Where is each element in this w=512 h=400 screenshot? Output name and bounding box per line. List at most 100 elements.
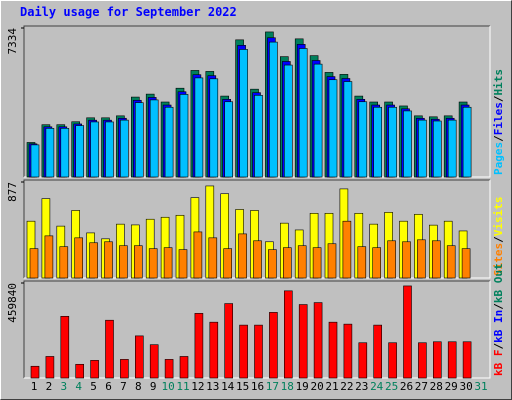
x-tick-label: 16	[251, 380, 264, 393]
bar	[120, 119, 129, 178]
x-tick-label: 27	[415, 380, 428, 393]
bar	[194, 313, 204, 379]
x-tick-label: 10	[161, 380, 174, 393]
bar	[461, 248, 471, 279]
bar	[388, 342, 397, 379]
panel-shadow	[23, 25, 490, 177]
bar	[105, 121, 114, 178]
bar	[179, 94, 189, 178]
bar	[149, 99, 159, 178]
x-tick-label: 7	[120, 380, 127, 393]
bar	[90, 360, 99, 379]
bar	[224, 303, 233, 379]
y-tick-label: 459840	[6, 283, 19, 323]
y-tick-label: 7334	[6, 28, 19, 55]
bar	[358, 342, 368, 379]
bar	[45, 128, 55, 178]
bar	[60, 128, 70, 178]
bar	[90, 121, 99, 178]
legend-separator: /	[492, 236, 505, 243]
bar	[313, 302, 323, 379]
legend-separator: /	[492, 95, 505, 102]
bar	[297, 245, 307, 279]
bar	[328, 79, 338, 178]
panel-light	[24, 281, 491, 379]
bar	[387, 240, 396, 279]
x-tick-label: 4	[75, 380, 82, 393]
bar	[209, 78, 219, 178]
bar	[328, 321, 338, 379]
legend-separator: /	[492, 303, 505, 310]
legend-entry: Files	[492, 102, 505, 135]
legend-entry: Pages	[492, 142, 505, 175]
x-tick-label: 17	[266, 380, 279, 393]
bar	[239, 49, 248, 178]
bar	[148, 248, 158, 279]
x-tick-label: 9	[150, 380, 157, 393]
bar	[223, 248, 232, 279]
x-tick-label: 1	[31, 380, 38, 393]
legend-entry: kB F	[492, 350, 505, 377]
x-tick-label: 21	[325, 380, 338, 393]
legend: Pages/Files/Hits	[492, 69, 505, 175]
legend-entry: kB In	[492, 310, 505, 343]
x-tick-label: 12	[191, 380, 204, 393]
legend-entry: Hits	[492, 69, 505, 96]
bar	[179, 356, 189, 379]
legend-entry: Visits	[492, 197, 505, 237]
bar	[45, 356, 55, 379]
bar	[298, 304, 308, 379]
bar	[89, 242, 98, 279]
x-tick-label: 28	[430, 380, 443, 393]
bar	[44, 235, 54, 279]
bar	[312, 247, 322, 279]
bar	[134, 245, 143, 279]
bar	[298, 48, 308, 178]
x-tick-label: 31	[474, 380, 487, 393]
x-tick-label: 5	[90, 380, 97, 393]
bar	[357, 246, 367, 279]
x-tick-label: 20	[310, 380, 323, 393]
legend: Sites/Visits	[492, 197, 505, 277]
bar	[313, 63, 323, 178]
legend-separator: /	[492, 343, 505, 350]
panel-shadow	[23, 280, 490, 378]
bar	[431, 240, 441, 279]
x-tick-label: 19	[296, 380, 309, 393]
x-tick-label: 22	[340, 380, 353, 393]
legend: kB F/kB In/kB Out	[492, 263, 505, 376]
legend-entry: kB Out	[492, 263, 505, 303]
y-tick-label: 877	[6, 182, 19, 202]
bar	[418, 342, 427, 379]
bar	[193, 231, 203, 279]
bar	[268, 249, 277, 279]
bar	[446, 245, 456, 279]
x-tick-label: 8	[135, 380, 142, 393]
x-tick-label: 6	[105, 380, 112, 393]
bar	[164, 106, 174, 178]
bar	[447, 341, 457, 379]
bar	[283, 64, 293, 178]
x-tick-label: 24	[370, 380, 384, 393]
bar	[105, 319, 114, 379]
bar	[120, 359, 129, 379]
bar	[269, 41, 278, 178]
x-tick-label: 30	[459, 380, 472, 393]
bar	[149, 344, 159, 379]
x-tick-label: 3	[60, 380, 67, 393]
bar	[135, 335, 144, 379]
bar	[402, 241, 411, 279]
bar	[403, 110, 412, 178]
bar	[239, 324, 248, 379]
bar	[208, 237, 218, 279]
bar	[75, 363, 84, 379]
bar	[372, 247, 382, 279]
bar	[358, 101, 368, 178]
bar	[104, 241, 113, 279]
bar	[342, 220, 352, 279]
bar	[447, 119, 457, 178]
legend-separator: /	[492, 135, 505, 142]
bar	[462, 341, 472, 379]
x-tick-label: 25	[385, 380, 398, 393]
